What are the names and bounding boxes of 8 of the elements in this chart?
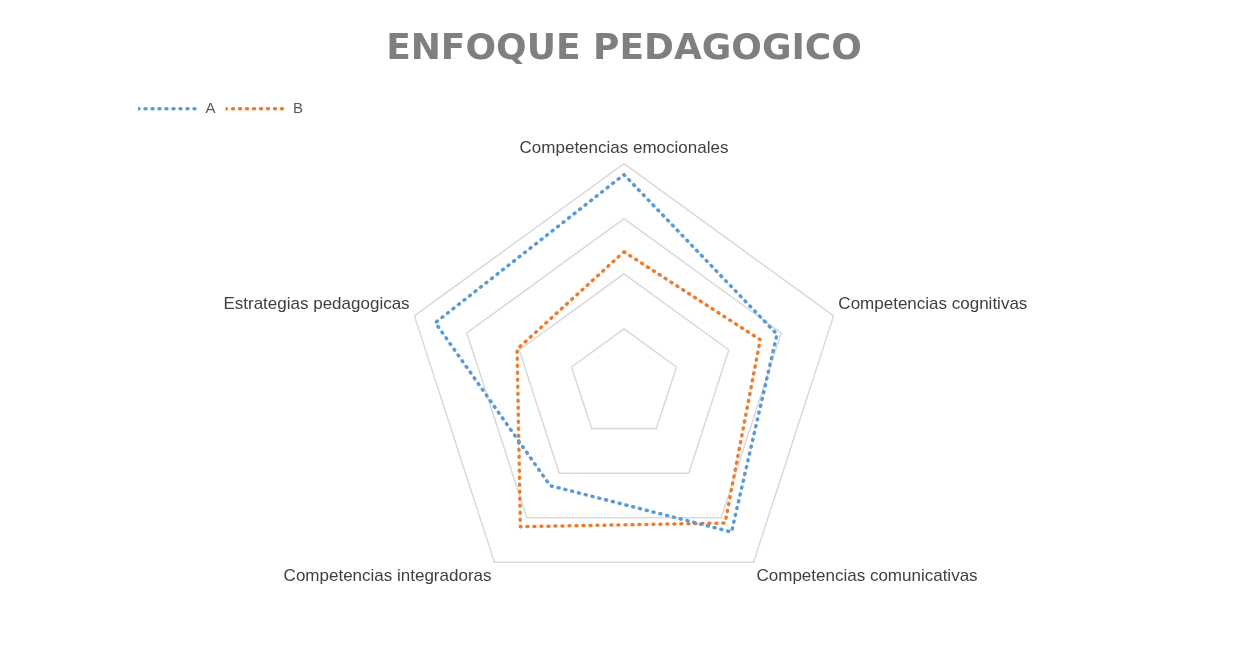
spoke-label: Competencias cognitivas <box>838 293 1028 313</box>
chart-title: ENFOQUE PEDAGOGICO <box>386 25 862 67</box>
legend-label: A <box>205 98 216 116</box>
spoke-label: Competencias integradoras <box>283 566 492 586</box>
legend-label: B <box>293 98 304 116</box>
spoke-label: Estrategias pedagogicas <box>223 293 410 313</box>
spoke-label: Competencias emocionales <box>519 138 729 158</box>
spoke-label: Competencias comunicativas <box>756 566 978 586</box>
